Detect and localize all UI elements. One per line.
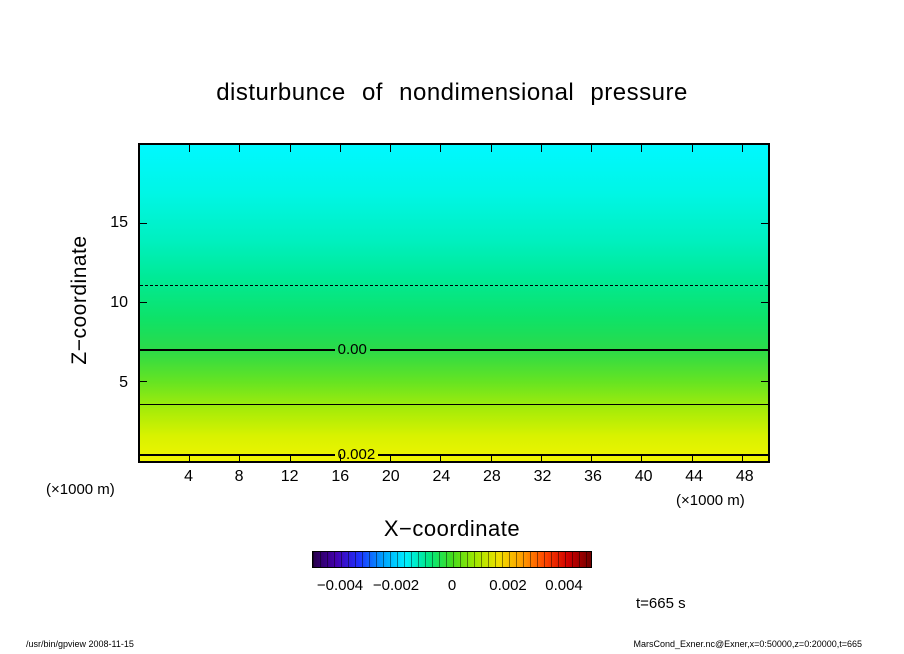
colorbar-tick-label: −0.002 <box>372 577 420 594</box>
x-tick-label: 44 <box>685 468 704 485</box>
colorbar-tick-label: 0.004 <box>545 577 583 594</box>
y-tick-mark <box>761 381 768 382</box>
x-tick-label: 48 <box>735 468 754 485</box>
x-tick-mark <box>641 454 643 461</box>
x-axis-unit: (×1000 m) <box>676 492 745 509</box>
x-tick-mark <box>741 145 743 152</box>
x-tick-label: 36 <box>584 468 602 485</box>
x-tick-mark <box>239 454 241 461</box>
contour-line <box>140 278 768 294</box>
y-axis-unit: (×1000 m) <box>46 481 115 498</box>
colorbar-tick-label: 0.002 <box>489 577 527 594</box>
contour-line-segment <box>140 348 335 351</box>
x-tick-mark <box>339 145 341 152</box>
x-tick-label: 40 <box>634 468 653 485</box>
contour-line-segment <box>140 453 335 456</box>
x-axis-title: X−coordinate <box>383 516 521 541</box>
x-tick-mark <box>440 145 442 152</box>
x-tick-mark <box>289 454 291 461</box>
colorbar-segments <box>313 552 591 567</box>
y-tick-label: 5 <box>119 374 128 391</box>
x-tick-label: 4 <box>184 468 193 485</box>
y-tick-labels: 5 10 15 <box>84 143 128 463</box>
colorbar-gradient <box>313 552 591 567</box>
x-tick-label: 28 <box>483 468 501 485</box>
contour-line-segment <box>140 285 768 287</box>
x-tick-mark <box>339 454 341 461</box>
contour-line-segment <box>140 403 768 405</box>
x-tick-label: 20 <box>381 468 400 485</box>
x-tick-mark <box>440 454 442 461</box>
colorbar <box>312 551 592 568</box>
y-tick-mark <box>140 381 147 382</box>
x-tick-label: 24 <box>432 468 451 485</box>
colorbar-tick-label: −0.004 <box>316 577 364 594</box>
y-tick-label: 10 <box>110 294 128 311</box>
contour-line: 0.002 <box>140 445 768 463</box>
x-tick-mark <box>641 145 643 152</box>
x-tick-mark <box>239 145 241 152</box>
y-tick-mark <box>140 302 147 303</box>
x-tick-mark <box>691 145 693 152</box>
x-tick-mark <box>390 454 392 461</box>
x-tick-mark <box>289 145 291 152</box>
x-tick-mark <box>390 145 392 152</box>
y-tick-label: 15 <box>110 214 128 231</box>
x-tick-mark <box>591 145 593 152</box>
footer-source: MarsCond_Exner.nc@Exner,x=0:50000,z=0:20… <box>633 639 862 649</box>
x-tick-labels: 4 8 12 16 20 24 28 32 36 40 44 48 <box>138 468 770 488</box>
x-tick-label: 16 <box>331 468 350 485</box>
x-tick-mark <box>490 454 492 461</box>
contour-label: 0.002 <box>337 445 376 463</box>
contour-line-segment <box>369 348 768 351</box>
colorbar-tick-labels: −0.004 −0.002 0 0.002 0.004 <box>312 577 592 595</box>
x-tick-label: 12 <box>280 468 299 485</box>
chart-title: disturbunce of nondimensional pressure <box>216 79 688 106</box>
x-tick-mark <box>741 454 743 461</box>
x-tick-mark <box>540 454 542 461</box>
y-tick-mark <box>761 223 768 224</box>
x-tick-mark <box>540 145 542 152</box>
plot-area: 0.00 0.002 <box>138 143 770 463</box>
x-tick-label: 32 <box>533 468 552 485</box>
x-tick-mark <box>189 454 191 461</box>
x-tick-mark <box>591 454 593 461</box>
x-tick-mark <box>490 145 492 152</box>
pressure-field-gradient <box>140 145 768 461</box>
colorbar-tick-label: 0 <box>447 577 457 594</box>
x-tick-mark <box>189 145 191 152</box>
contour-label: 0.00 <box>337 340 367 358</box>
contour-line: 0.00 <box>140 340 768 358</box>
contour-line-segment <box>378 453 768 456</box>
contour-line <box>140 396 768 412</box>
x-tick-mark <box>691 454 693 461</box>
y-tick-mark <box>140 223 147 224</box>
footer-command: /usr/bin/gpview 2008-11-15 <box>26 639 134 649</box>
x-tick-label: 8 <box>234 468 244 485</box>
y-tick-mark <box>761 302 768 303</box>
time-label: t=665 s <box>636 595 686 612</box>
